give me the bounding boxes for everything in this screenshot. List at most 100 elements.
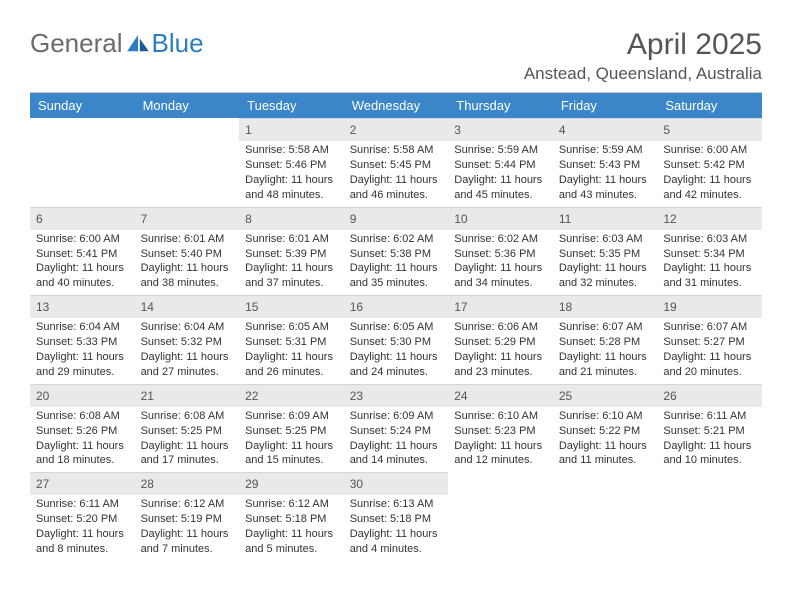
day-number: 7 (135, 207, 240, 230)
day-content: Sunrise: 5:59 AMSunset: 5:44 PMDaylight:… (448, 141, 553, 206)
sunset-line: Sunset: 5:33 PM (36, 335, 129, 350)
calendar-day-cell: 8Sunrise: 6:01 AMSunset: 5:39 PMDaylight… (239, 207, 344, 296)
calendar-day-cell: 14Sunrise: 6:04 AMSunset: 5:32 PMDayligh… (135, 295, 240, 384)
calendar-week-row: 27Sunrise: 6:11 AMSunset: 5:20 PMDayligh… (30, 472, 762, 561)
sunset-line: Sunset: 5:32 PM (141, 335, 234, 350)
day-content: Sunrise: 6:06 AMSunset: 5:29 PMDaylight:… (448, 318, 553, 383)
day-content: Sunrise: 6:04 AMSunset: 5:32 PMDaylight:… (135, 318, 240, 383)
sunrise-line: Sunrise: 6:12 AM (141, 497, 234, 512)
sunrise-line: Sunrise: 6:02 AM (454, 232, 547, 247)
weekday-header-row: SundayMondayTuesdayWednesdayThursdayFrid… (30, 93, 762, 118)
calendar-day-cell: 27Sunrise: 6:11 AMSunset: 5:20 PMDayligh… (30, 472, 135, 561)
sunrise-line: Sunrise: 5:59 AM (559, 143, 652, 158)
calendar-day-cell: 7Sunrise: 6:01 AMSunset: 5:40 PMDaylight… (135, 207, 240, 296)
day-content: Sunrise: 6:09 AMSunset: 5:25 PMDaylight:… (239, 407, 344, 472)
day-content: Sunrise: 6:02 AMSunset: 5:36 PMDaylight:… (448, 230, 553, 295)
daylight-line: Daylight: 11 hours and 38 minutes. (141, 261, 234, 291)
daylight-line: Daylight: 11 hours and 34 minutes. (454, 261, 547, 291)
calendar-day-cell: 19Sunrise: 6:07 AMSunset: 5:27 PMDayligh… (657, 295, 762, 384)
daylight-line: Daylight: 11 hours and 48 minutes. (245, 173, 338, 203)
calendar-day-cell: 17Sunrise: 6:06 AMSunset: 5:29 PMDayligh… (448, 295, 553, 384)
calendar-day-cell: 20Sunrise: 6:08 AMSunset: 5:26 PMDayligh… (30, 384, 135, 473)
day-content: Sunrise: 6:13 AMSunset: 5:18 PMDaylight:… (344, 495, 449, 560)
sunrise-line: Sunrise: 6:05 AM (350, 320, 443, 335)
calendar-table: SundayMondayTuesdayWednesdayThursdayFrid… (30, 93, 762, 561)
day-content: Sunrise: 6:09 AMSunset: 5:24 PMDaylight:… (344, 407, 449, 472)
day-number: 8 (239, 207, 344, 230)
day-content: Sunrise: 6:10 AMSunset: 5:23 PMDaylight:… (448, 407, 553, 472)
daylight-line: Daylight: 11 hours and 21 minutes. (559, 350, 652, 380)
sunrise-line: Sunrise: 6:06 AM (454, 320, 547, 335)
sunrise-line: Sunrise: 6:09 AM (245, 409, 338, 424)
daylight-line: Daylight: 11 hours and 4 minutes. (350, 527, 443, 557)
calendar-week-row: 20Sunrise: 6:08 AMSunset: 5:26 PMDayligh… (30, 384, 762, 473)
sunrise-line: Sunrise: 6:00 AM (663, 143, 756, 158)
calendar-day-cell: 28Sunrise: 6:12 AMSunset: 5:19 PMDayligh… (135, 472, 240, 561)
sunrise-line: Sunrise: 6:04 AM (141, 320, 234, 335)
sunset-line: Sunset: 5:20 PM (36, 512, 129, 527)
weekday-header: Tuesday (239, 93, 344, 118)
daylight-line: Daylight: 11 hours and 5 minutes. (245, 527, 338, 557)
sunset-line: Sunset: 5:42 PM (663, 158, 756, 173)
day-content: Sunrise: 6:02 AMSunset: 5:38 PMDaylight:… (344, 230, 449, 295)
day-content: Sunrise: 6:01 AMSunset: 5:40 PMDaylight:… (135, 230, 240, 295)
calendar-day-cell: 3Sunrise: 5:59 AMSunset: 5:44 PMDaylight… (448, 118, 553, 207)
daylight-line: Daylight: 11 hours and 11 minutes. (559, 439, 652, 469)
sunset-line: Sunset: 5:18 PM (245, 512, 338, 527)
daylight-line: Daylight: 11 hours and 12 minutes. (454, 439, 547, 469)
sunset-line: Sunset: 5:45 PM (350, 158, 443, 173)
daylight-line: Daylight: 11 hours and 31 minutes. (663, 261, 756, 291)
day-number: 28 (135, 472, 240, 495)
calendar-day-cell: 30Sunrise: 6:13 AMSunset: 5:18 PMDayligh… (344, 472, 449, 561)
calendar-day-cell: 21Sunrise: 6:08 AMSunset: 5:25 PMDayligh… (135, 384, 240, 473)
logo: General Blue (30, 28, 204, 59)
weekday-header: Saturday (657, 93, 762, 118)
calendar-day-cell: 5Sunrise: 6:00 AMSunset: 5:42 PMDaylight… (657, 118, 762, 207)
daylight-line: Daylight: 11 hours and 17 minutes. (141, 439, 234, 469)
daylight-line: Daylight: 11 hours and 29 minutes. (36, 350, 129, 380)
calendar-day-cell: 15Sunrise: 6:05 AMSunset: 5:31 PMDayligh… (239, 295, 344, 384)
day-number: 25 (553, 384, 658, 407)
sunset-line: Sunset: 5:21 PM (663, 424, 756, 439)
calendar-week-row: 1Sunrise: 5:58 AMSunset: 5:46 PMDaylight… (30, 118, 762, 207)
calendar-day-cell: 13Sunrise: 6:04 AMSunset: 5:33 PMDayligh… (30, 295, 135, 384)
daylight-line: Daylight: 11 hours and 7 minutes. (141, 527, 234, 557)
day-number: 17 (448, 295, 553, 318)
day-content: Sunrise: 6:07 AMSunset: 5:28 PMDaylight:… (553, 318, 658, 383)
daylight-line: Daylight: 11 hours and 40 minutes. (36, 261, 129, 291)
sunset-line: Sunset: 5:18 PM (350, 512, 443, 527)
daylight-line: Daylight: 11 hours and 15 minutes. (245, 439, 338, 469)
sunrise-line: Sunrise: 6:07 AM (559, 320, 652, 335)
sunrise-line: Sunrise: 6:01 AM (141, 232, 234, 247)
sunrise-line: Sunrise: 6:08 AM (36, 409, 129, 424)
day-number: 13 (30, 295, 135, 318)
sunrise-line: Sunrise: 6:08 AM (141, 409, 234, 424)
daylight-line: Daylight: 11 hours and 23 minutes. (454, 350, 547, 380)
day-content: Sunrise: 6:00 AMSunset: 5:41 PMDaylight:… (30, 230, 135, 295)
day-number: 14 (135, 295, 240, 318)
day-number: 19 (657, 295, 762, 318)
sunset-line: Sunset: 5:25 PM (141, 424, 234, 439)
calendar-day-cell: 26Sunrise: 6:11 AMSunset: 5:21 PMDayligh… (657, 384, 762, 473)
calendar-week-row: 13Sunrise: 6:04 AMSunset: 5:33 PMDayligh… (30, 295, 762, 384)
sunset-line: Sunset: 5:43 PM (559, 158, 652, 173)
location-subtitle: Anstead, Queensland, Australia (524, 64, 762, 84)
sunset-line: Sunset: 5:38 PM (350, 247, 443, 262)
daylight-line: Daylight: 11 hours and 8 minutes. (36, 527, 129, 557)
calendar-day-cell: 6Sunrise: 6:00 AMSunset: 5:41 PMDaylight… (30, 207, 135, 296)
day-number: 16 (344, 295, 449, 318)
sunrise-line: Sunrise: 6:05 AM (245, 320, 338, 335)
calendar-day-cell: 23Sunrise: 6:09 AMSunset: 5:24 PMDayligh… (344, 384, 449, 473)
day-number: 10 (448, 207, 553, 230)
day-number: 6 (30, 207, 135, 230)
day-content: Sunrise: 6:12 AMSunset: 5:18 PMDaylight:… (239, 495, 344, 560)
day-content: Sunrise: 5:58 AMSunset: 5:45 PMDaylight:… (344, 141, 449, 206)
calendar-day-cell (30, 118, 135, 207)
sunset-line: Sunset: 5:27 PM (663, 335, 756, 350)
daylight-line: Daylight: 11 hours and 45 minutes. (454, 173, 547, 203)
day-content: Sunrise: 6:11 AMSunset: 5:20 PMDaylight:… (30, 495, 135, 560)
calendar-day-cell: 11Sunrise: 6:03 AMSunset: 5:35 PMDayligh… (553, 207, 658, 296)
calendar-day-cell: 10Sunrise: 6:02 AMSunset: 5:36 PMDayligh… (448, 207, 553, 296)
day-number: 29 (239, 472, 344, 495)
calendar-day-cell: 16Sunrise: 6:05 AMSunset: 5:30 PMDayligh… (344, 295, 449, 384)
